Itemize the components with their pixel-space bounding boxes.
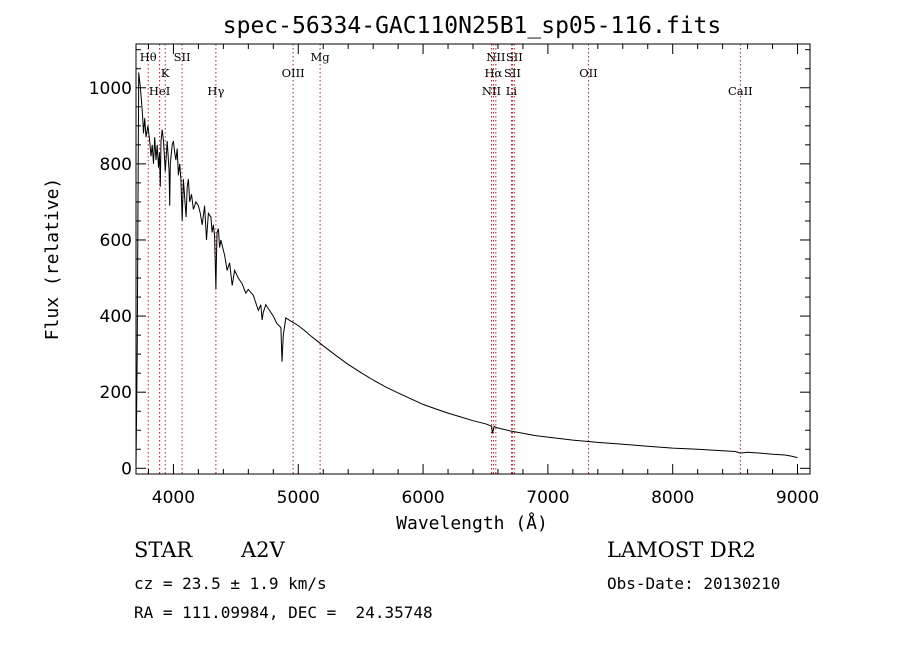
plot-frame — [135, 43, 811, 475]
spectral-line-markers — [147, 44, 741, 474]
y-tick-label-1000: 1000 — [89, 79, 132, 99]
line-label-5: OIII — [282, 66, 305, 80]
x-tick-label-8000: 8000 — [651, 488, 694, 508]
line-label-2: K — [161, 66, 170, 80]
spectrum-chart: spec-56334-GAC110N25B1_sp05-116.fits Hθ H… — [42, 13, 819, 534]
line-label-12: Li — [506, 84, 518, 98]
x-tick-label-6000: 6000 — [401, 488, 444, 508]
x-tick-label-4000: 4000 — [152, 488, 195, 508]
line-label-3: SII — [174, 50, 191, 64]
x-tick-label-7000: 7000 — [526, 488, 569, 508]
redshift-velocity: cz = 23.5 ± 1.9 km/s — [134, 574, 327, 593]
observation-date: Obs-Date: 20130210 — [607, 574, 781, 593]
spectral-subclass: A2V — [241, 538, 285, 562]
survey-name: LAMOST DR2 — [607, 538, 756, 562]
line-label-4: Hγ — [207, 84, 224, 98]
y-tick-label-800: 800 — [100, 155, 132, 175]
line-label-8: NII — [486, 50, 505, 64]
line-label-9: Hα — [484, 66, 502, 80]
line-label-10: SII — [504, 66, 521, 80]
y-tick-label-0: 0 — [121, 459, 132, 479]
line-label-6: Mg — [311, 50, 331, 64]
x-axis-ticks: 4000 5000 6000 7000 8000 9000 — [147, 44, 819, 508]
x-axis-label: Wavelength (Å) — [396, 512, 548, 534]
sky-coordinates: RA = 111.09984, DEC = 24.35748 — [134, 603, 433, 622]
y-tick-label-200: 200 — [100, 383, 132, 403]
line-label-1: HeI — [149, 84, 170, 98]
line-label-11: SII — [506, 50, 523, 64]
object-type: STAR — [134, 538, 193, 562]
x-tick-label-5000: 5000 — [277, 488, 320, 508]
line-label-0: Hθ — [140, 50, 157, 64]
y-tick-label-400: 400 — [100, 307, 132, 327]
chart-title: spec-56334-GAC110N25B1_sp05-116.fits — [223, 13, 722, 39]
y-tick-label-600: 600 — [100, 231, 132, 251]
line-label-7: NII — [482, 84, 501, 98]
spectrum-series-line — [135, 72, 798, 469]
line-label-14: CaII — [728, 84, 753, 98]
x-tick-label-9000: 9000 — [776, 488, 819, 508]
y-axis-label: Flux (relative) — [42, 178, 63, 341]
y-axis-ticks: 0 200 400 600 800 1000 — [89, 49, 810, 479]
line-label-13: OII — [579, 66, 598, 80]
